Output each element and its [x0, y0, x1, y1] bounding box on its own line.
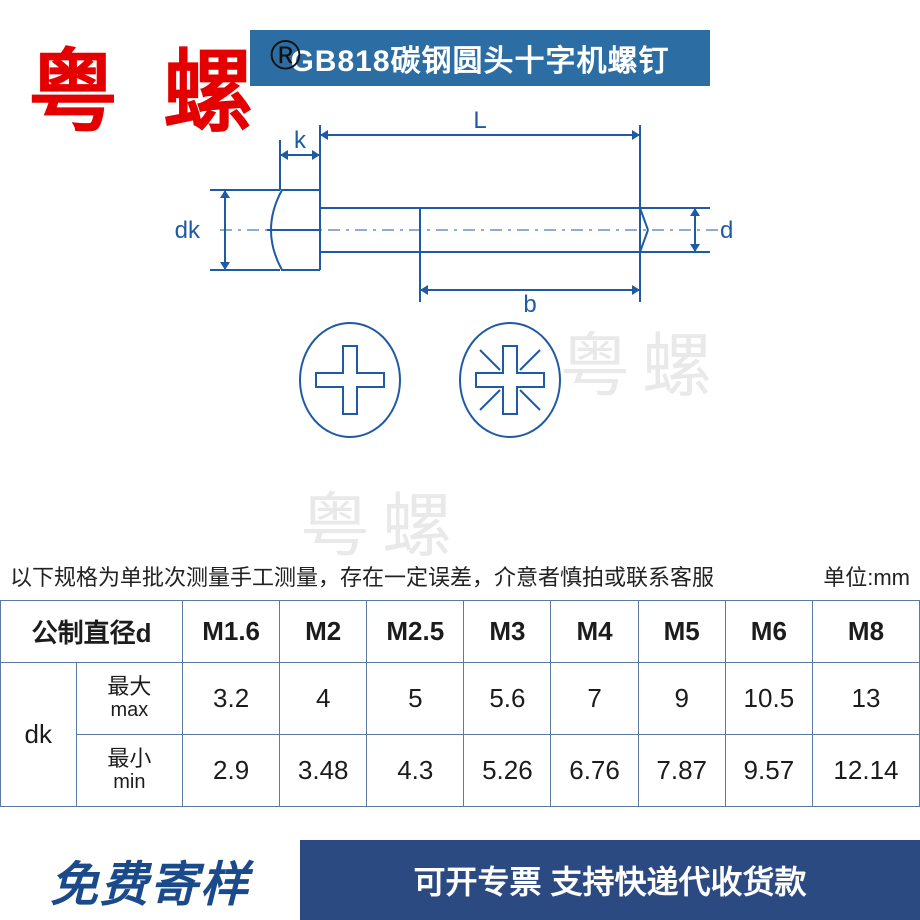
bottom-banner: 免费寄样 可开专票 支持快递代收货款 [0, 840, 920, 920]
table-group-label: dk [1, 663, 77, 807]
table-cell: 9 [638, 663, 725, 735]
svg-text:k: k [294, 127, 307, 154]
table-cell: 6.76 [551, 735, 638, 807]
banner-right-text: 可开专票 支持快递代收货款 [414, 857, 807, 903]
table-cell: 3.2 [183, 663, 280, 735]
svg-text:d: d [720, 217, 733, 244]
banner-right: 可开专票 支持快递代收货款 [300, 840, 920, 920]
table-row-label: 最小min [76, 735, 183, 807]
spec-table: 公制直径dM1.6M2M2.5M3M4M5M6M8 dk最大max3.2455.6… [0, 600, 920, 807]
table-cell: 12.14 [812, 735, 919, 807]
table-cell: 4 [280, 663, 367, 735]
watermark-2: 粤螺 [300, 470, 464, 571]
table-cell: 5 [367, 663, 464, 735]
table-cell: 9.57 [725, 735, 812, 807]
svg-text:dk: dk [175, 217, 201, 244]
table-header-label: 公制直径d [1, 601, 183, 663]
table-size-header: M2 [280, 601, 367, 663]
table-cell: 3.48 [280, 735, 367, 807]
title-text: GB818碳钢圆头十字机螺钉 [290, 36, 669, 80]
table-cell: 7.87 [638, 735, 725, 807]
note-row: 以下规格为单批次测量手工测量，存在一定误差，介意者慎拍或联系客服 单位:mm [10, 560, 910, 592]
table-size-header: M6 [725, 601, 812, 663]
table-cell: 10.5 [725, 663, 812, 735]
title-bar: GB818碳钢圆头十字机螺钉 [250, 30, 710, 86]
table-row-label: 最大max [76, 663, 183, 735]
unit-text: 单位:mm [823, 560, 910, 592]
table-size-header: M5 [638, 601, 725, 663]
table-cell: 5.6 [464, 663, 551, 735]
note-text: 以下规格为单批次测量手工测量，存在一定误差，介意者慎拍或联系客服 [10, 560, 714, 592]
table-size-header: M8 [812, 601, 919, 663]
registered-mark-icon: ® [270, 34, 301, 76]
table-size-header: M2.5 [367, 601, 464, 663]
table-cell: 2.9 [183, 735, 280, 807]
table-size-header: M3 [464, 601, 551, 663]
table-cell: 4.3 [367, 735, 464, 807]
table-cell: 7 [551, 663, 638, 735]
table-cell: 13 [812, 663, 919, 735]
table-size-header: M4 [551, 601, 638, 663]
svg-text:L: L [473, 107, 486, 134]
svg-text:b: b [523, 291, 536, 318]
table-size-header: M1.6 [183, 601, 280, 663]
screw-diagram: k Ldk d b [150, 100, 770, 440]
table-cell: 5.26 [464, 735, 551, 807]
banner-left: 免费寄样 [0, 840, 300, 920]
banner-left-text: 免费寄样 [50, 845, 250, 915]
